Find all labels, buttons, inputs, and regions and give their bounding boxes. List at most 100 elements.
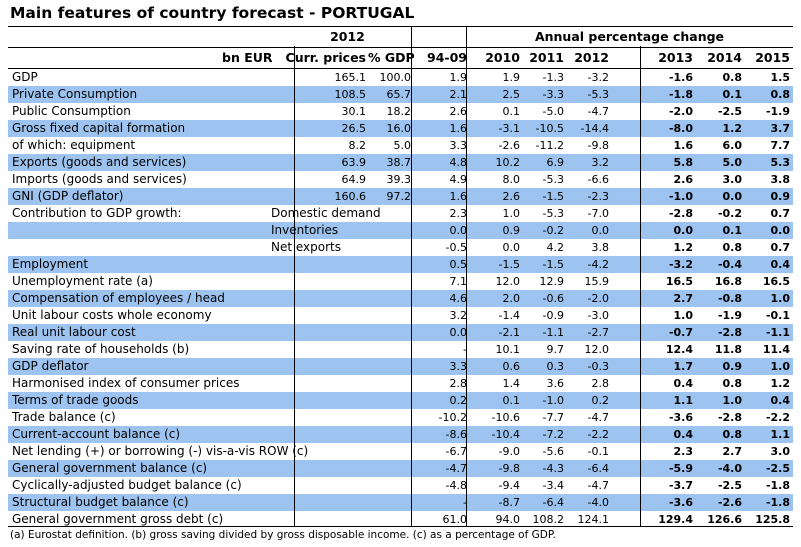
- cell-2014: 1.0: [722, 394, 743, 407]
- table-bottom-rule: [8, 526, 793, 527]
- cell-2015: 3.7: [770, 122, 791, 135]
- cell-2010: -9.0: [498, 445, 520, 458]
- cell-2011: -1.1: [542, 326, 564, 339]
- cell-2012: -4.7: [587, 411, 609, 424]
- cell-2011: -7.7: [542, 411, 564, 424]
- cell-94-09: 2.8: [449, 377, 468, 390]
- cell-2015: 1.5: [770, 71, 791, 84]
- divider-after-94-09: [466, 26, 467, 526]
- cell-94-09: 1.9: [449, 71, 468, 84]
- cell-2010: -10.6: [491, 411, 520, 424]
- cell-pct-gdp: 100.0: [379, 71, 412, 84]
- row-label: GDP: [12, 70, 38, 84]
- cell-2014: -2.8: [717, 326, 742, 339]
- cell-pct-gdp: 38.7: [386, 156, 412, 169]
- cell-2010: 0.1: [502, 394, 521, 407]
- cell-2010: -10.4: [491, 428, 520, 441]
- cell-2010: 1.0: [502, 207, 521, 220]
- cell-2013: 0.4: [673, 377, 694, 390]
- cell-2015: -1.9: [765, 105, 790, 118]
- cell-curr-prices: 64.9: [341, 173, 367, 186]
- cell-curr-prices: 63.9: [341, 156, 367, 169]
- cell-2015: 0.7: [770, 207, 791, 220]
- cell-2013: 16.5: [665, 275, 693, 288]
- cell-2015: 11.4: [762, 343, 790, 356]
- cell-2010: -1.5: [498, 258, 520, 271]
- table-row: General government gross debt (c) 61.0 94.…: [8, 511, 793, 528]
- cell-2010: -2.6: [498, 139, 520, 152]
- cell-94-09: 4.8: [449, 156, 468, 169]
- row-label: Contribution to GDP growth:: [12, 206, 182, 220]
- row-label: Cyclically-adjusted budget balance (c): [12, 478, 242, 492]
- cell-2014: -2.5: [717, 479, 742, 492]
- cell-2011: -6.4: [542, 496, 564, 509]
- row-label: GDP deflator: [12, 359, 89, 373]
- cell-2011: 6.9: [546, 156, 565, 169]
- cell-2014: -1.9: [717, 309, 742, 322]
- cell-94-09: -6.7: [445, 445, 467, 458]
- row-label: Real unit labour cost: [12, 325, 136, 339]
- cell-2015: 1.1: [770, 428, 791, 441]
- table-row: Cyclically-adjusted budget balance (c) -4…: [8, 477, 793, 494]
- cell-2013: 1.2: [673, 241, 694, 254]
- cell-2013: -1.0: [668, 190, 693, 203]
- table-row: Terms of trade goods 0.2 0.1 -1.0 0.2 1.1 1.0 0…: [8, 392, 793, 409]
- header-col-2014: 2014: [707, 50, 742, 65]
- cell-94-09: -0.5: [445, 241, 467, 254]
- cell-2014: 0.0: [722, 190, 743, 203]
- cell-curr-prices: 30.1: [341, 105, 367, 118]
- cell-2013: 0.0: [673, 224, 694, 237]
- table-row: GDP 165.1 100.0 1.9 1.9 -1.3 -3.2 -1.6 0.8 1.5: [8, 69, 793, 86]
- row-label: of which: equipment: [12, 138, 136, 152]
- cell-2012: 124.1: [577, 513, 610, 526]
- cell-2014: 6.0: [722, 139, 743, 152]
- cell-2015: 1.2: [770, 377, 791, 390]
- cell-2012: 0.2: [591, 394, 610, 407]
- cell-2011: 12.9: [539, 275, 565, 288]
- cell-94-09: -8.6: [445, 428, 467, 441]
- cell-pct-gdp: 5.0: [393, 139, 412, 152]
- row-label: Terms of trade goods: [12, 393, 139, 407]
- header-col-curr-prices: Curr. prices: [285, 50, 366, 65]
- cell-2013: 2.7: [673, 292, 694, 305]
- cell-94-09: 7.1: [449, 275, 468, 288]
- row-label: GNI (GDP deflator): [12, 189, 124, 203]
- cell-2012: 12.0: [584, 343, 610, 356]
- cell-2012: -4.7: [587, 479, 609, 492]
- cell-pct-gdp: 97.2: [386, 190, 412, 203]
- cell-2013: -1.8: [668, 88, 693, 101]
- row-sublabel: Inventories: [271, 223, 339, 237]
- cell-2011: -0.9: [542, 309, 564, 322]
- cell-2013: -3.2: [668, 258, 693, 271]
- row-label: Exports (goods and services): [12, 155, 187, 169]
- row-label: Unit labour costs whole economy: [12, 308, 212, 322]
- cell-2010: 10.2: [495, 156, 521, 169]
- cell-curr-prices: 8.2: [348, 139, 367, 152]
- cell-2012: -7.0: [587, 207, 609, 220]
- cell-2011: -11.2: [535, 139, 564, 152]
- cell-2012: -0.3: [587, 360, 609, 373]
- cell-2014: 2.7: [722, 445, 743, 458]
- cell-2010: 0.9: [502, 224, 521, 237]
- cell-2013: -5.9: [668, 462, 693, 475]
- cell-2011: 108.2: [532, 513, 565, 526]
- table-row: GDP deflator 3.3 0.6 0.3 -0.3 1.7 0.9 1.0: [8, 358, 793, 375]
- page-title: Main features of country forecast - PORT…: [10, 4, 415, 22]
- table-row: Net exports -0.5 0.0 4.2 3.8 1.2 0.8 0.7: [8, 239, 793, 256]
- cell-2013: 129.4: [658, 513, 693, 526]
- cell-2015: 5.3: [770, 156, 791, 169]
- cell-2012: 15.9: [584, 275, 610, 288]
- cell-2015: 1.0: [770, 360, 791, 373]
- cell-2015: 3.0: [770, 445, 791, 458]
- header-row-top: 2012 Annual percentage change: [8, 26, 793, 48]
- cell-2015: -2.5: [765, 462, 790, 475]
- cell-2010: 0.0: [502, 241, 521, 254]
- cell-2011: -3.4: [542, 479, 564, 492]
- cell-2010: 2.5: [502, 88, 521, 101]
- cell-curr-prices: 160.6: [334, 190, 367, 203]
- cell-2014: -2.5: [717, 105, 742, 118]
- divider-forecast: [640, 46, 641, 526]
- cell-94-09: -4.8: [445, 479, 467, 492]
- cell-94-09: 3.3: [449, 139, 468, 152]
- header-col-2013: 2013: [658, 50, 693, 65]
